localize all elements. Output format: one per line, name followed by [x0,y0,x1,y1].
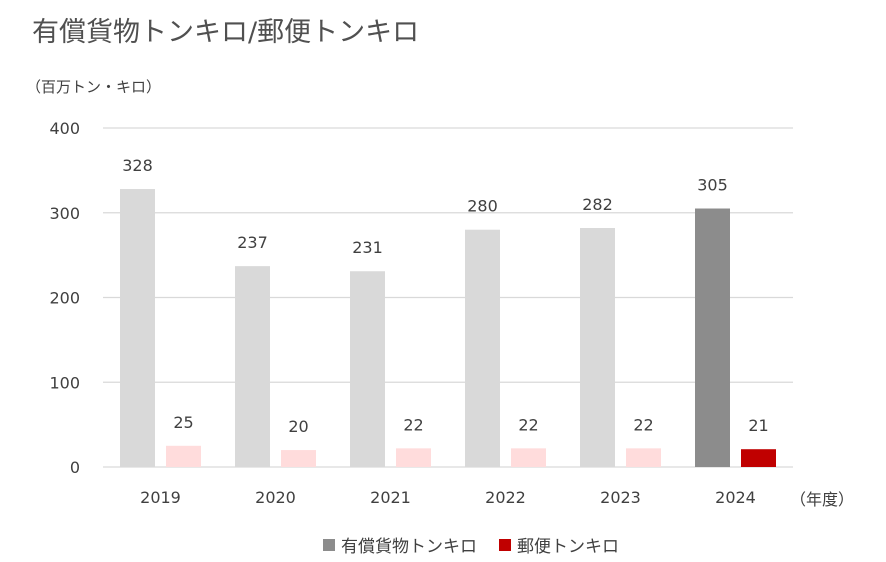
y-tick-label-0: 0 [70,458,80,477]
data-labels: 328 25 237 20 231 22 280 22 282 22 305 21 [122,156,768,436]
data-label-cargo-2024: 305 [697,176,728,195]
x-tick-label-2024: 2024 [715,488,756,507]
y-tick-label-300: 300 [49,204,80,223]
x-tick-label-2023: 2023 [600,488,641,507]
bar-mail-2022 [511,448,546,467]
data-label-mail-2020: 20 [288,417,308,436]
data-label-cargo-2022: 280 [467,197,498,216]
bar-mail-2019 [166,445,201,467]
bar-mail-2021 [396,448,431,467]
legend: 有償貨物トンキロ 郵便トンキロ [323,532,641,557]
bar-cargo-2019 [120,189,155,467]
y-tick-label-200: 200 [49,289,80,308]
y-axis-unit-label: （百万トン・キロ） [26,78,162,96]
bar-cargo-2022 [465,229,500,467]
data-label-mail-2019: 25 [173,413,193,432]
bar-mail-2024 [741,449,776,467]
x-axis-unit-label: （年度） [790,490,855,509]
data-label-mail-2023: 22 [633,415,653,434]
legend-swatch-mail [499,538,511,551]
data-label-cargo-2019: 328 [122,156,153,175]
x-tick-label-2020: 2020 [255,488,296,507]
y-tick-label-400: 400 [49,119,80,138]
data-label-mail-2022: 22 [518,415,538,434]
x-tick-label-2021: 2021 [370,488,411,507]
legend-label-mail: 郵便トンキロ [517,537,619,557]
y-axis-ticks: 0 100 200 300 400 [49,119,80,477]
bar-cargo-2020 [235,266,270,467]
gridlines [103,127,793,468]
bar-cargo-2021 [350,271,385,467]
data-label-cargo-2023: 282 [582,195,613,214]
data-label-mail-2021: 22 [403,415,423,434]
data-label-cargo-2021: 231 [352,238,383,257]
bars [120,189,776,467]
chart-title: 有償貨物トンキロ/郵便トンキロ [32,17,420,48]
x-tick-label-2022: 2022 [485,488,526,507]
bar-mail-2023 [626,448,661,467]
legend-item-cargo: 有償貨物トンキロ [323,532,477,557]
data-label-mail-2024: 21 [748,416,768,435]
bar-cargo-2024 [695,208,730,467]
data-label-cargo-2020: 237 [237,233,268,252]
legend-item-mail: 郵便トンキロ [499,532,619,557]
bar-cargo-2023 [580,228,615,467]
x-axis-ticks: 2019 2020 2021 2022 2023 2024 [140,488,756,507]
legend-swatch-cargo [323,538,335,551]
bar-mail-2020 [281,450,316,467]
x-tick-label-2019: 2019 [140,488,181,507]
legend-label-cargo: 有償貨物トンキロ [341,537,477,557]
y-tick-label-100: 100 [49,373,80,392]
